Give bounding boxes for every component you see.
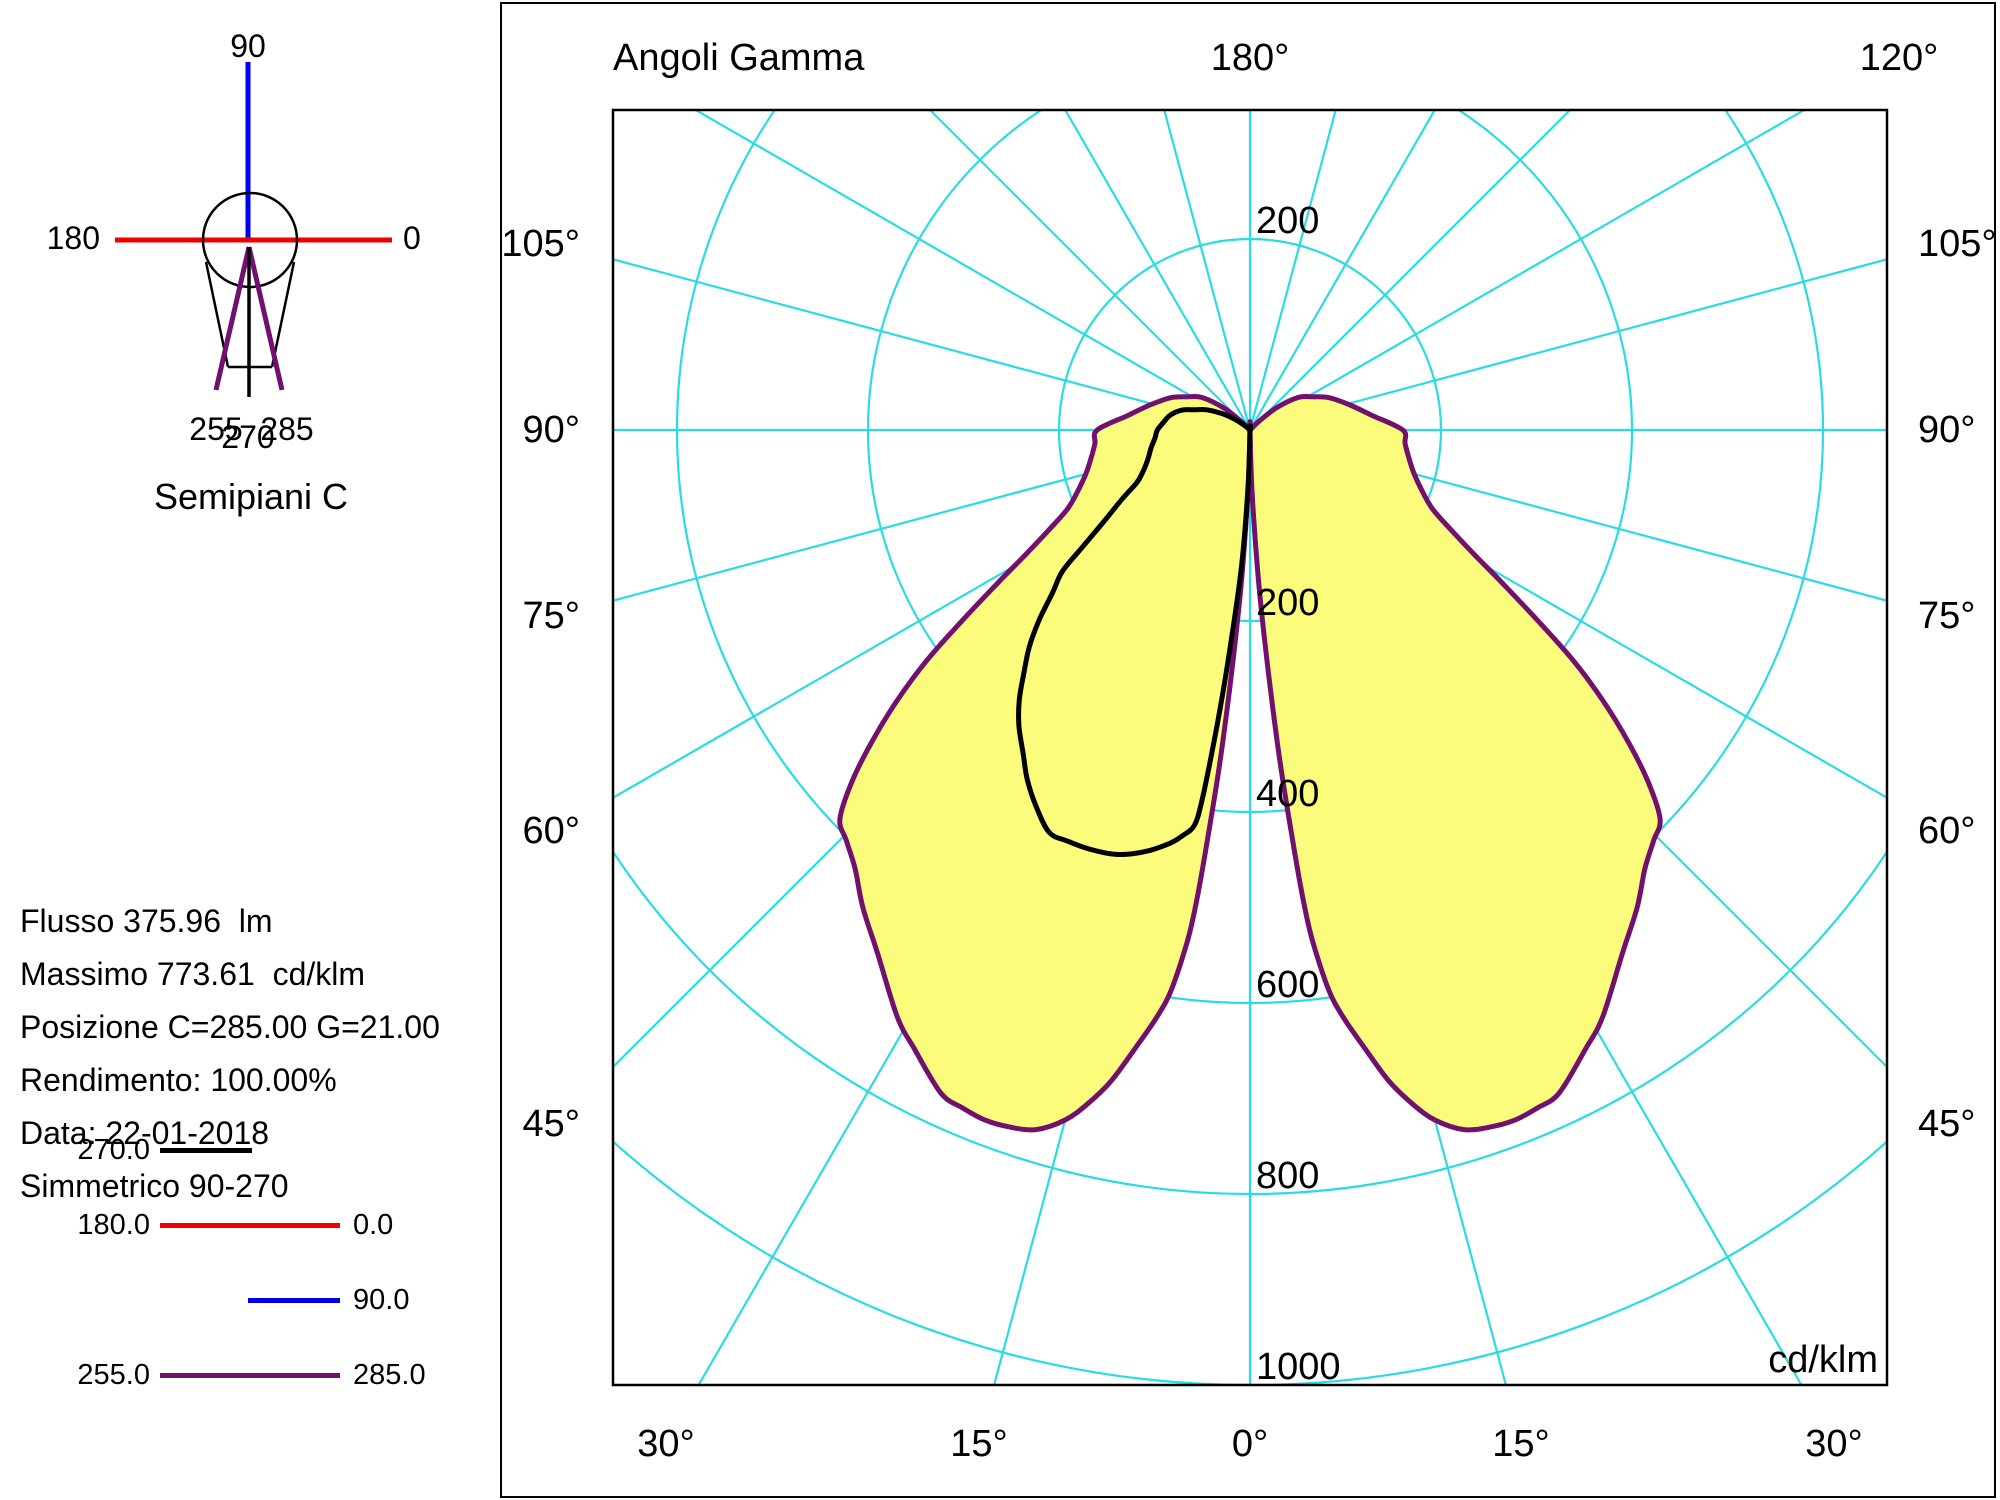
info-rendimento: Rendimento: 100.00% bbox=[20, 1062, 337, 1098]
radial-value-label: 200 bbox=[1256, 582, 1319, 624]
lamp-right-label: 0 bbox=[403, 220, 421, 256]
gamma-angle-label-left: 75° bbox=[523, 595, 580, 637]
radial-value-label: 200 bbox=[1256, 200, 1319, 242]
legend-270-line bbox=[160, 1148, 252, 1153]
chart-panel-frame bbox=[500, 2, 1996, 1498]
gamma-angle-label-right: 75° bbox=[1918, 595, 1975, 637]
legend-0-label: 0.0 bbox=[353, 1209, 394, 1241]
legend-270-label: 270.0 bbox=[77, 1134, 150, 1166]
c285-axis-line bbox=[246, 246, 285, 391]
gamma-ray-150 bbox=[1249, 110, 1437, 431]
gamma-ray-225 bbox=[928, 110, 1251, 431]
gamma-angle-label-top: 120° bbox=[1860, 37, 1939, 79]
info-data: Data: 22-01-2018 bbox=[20, 1115, 270, 1151]
info-posizione: Posizione C=285.00 G=21.00 bbox=[20, 1009, 440, 1045]
intensity-curve-1 bbox=[1016, 407, 1254, 858]
gamma-angle-label-bottom: 15° bbox=[950, 1423, 1007, 1465]
sidebar: 90 180 0 255 270 285 Semipiani C 270.0 1… bbox=[0, 0, 500, 1500]
info-flusso: Flusso 375.96 lm bbox=[20, 903, 273, 939]
legend-255-label: 255.0 bbox=[77, 1359, 150, 1391]
gamma-ray-210 bbox=[1063, 110, 1251, 431]
legend-285-label: 285.0 bbox=[353, 1359, 426, 1391]
gamma-ray-240 bbox=[693, 110, 1251, 431]
legend-180-label: 180.0 bbox=[77, 1209, 150, 1241]
gamma-angle-label-left: 105° bbox=[501, 223, 580, 265]
gamma-ray-255 bbox=[613, 258, 1251, 432]
gamma-angle-label-bottom: 15° bbox=[1492, 1423, 1549, 1465]
gamma-ray-165 bbox=[1248, 110, 1337, 431]
legend-90-label: 90.0 bbox=[353, 1284, 410, 1316]
gamma-angle-label-right: 45° bbox=[1918, 1103, 1975, 1145]
radial-value-label: 600 bbox=[1256, 964, 1319, 1006]
gamma-angle-label-left: 45° bbox=[523, 1103, 580, 1145]
gamma-angle-label-left: 60° bbox=[523, 810, 580, 852]
lamp-top-label: 90 bbox=[230, 28, 266, 64]
gamma-angle-label-left: 90° bbox=[523, 409, 580, 451]
lamp-255-label: 255 bbox=[189, 411, 243, 447]
gamma-angle-label-top: 180° bbox=[1211, 37, 1290, 79]
info-simmetrico: Simmetrico 90-270 bbox=[20, 1168, 289, 1204]
photometry-info-block: Flusso 375.96 lm Massimo 773.61 cd/klm P… bbox=[20, 903, 490, 1204]
radial-value-label: 1000 bbox=[1256, 1346, 1341, 1388]
gamma-angle-label-right: 105° bbox=[1918, 223, 1997, 265]
gamma-angle-label-bottom: 0° bbox=[1232, 1423, 1268, 1465]
gamma-ray-195 bbox=[1163, 110, 1252, 431]
c-plane-legend: 270.0 180.0 0.0 90.0 255.0 285.0 bbox=[0, 560, 500, 1391]
unit-label: cd/klm bbox=[1768, 1339, 1878, 1381]
gamma-ray-135 bbox=[1249, 110, 1572, 431]
gamma-ray-285 bbox=[613, 428, 1251, 602]
gamma-angle-label-right: 90° bbox=[1918, 409, 1975, 451]
lamp-270-label: 270 bbox=[221, 419, 275, 455]
radial-value-label: 400 bbox=[1256, 773, 1319, 815]
gamma-ray-120 bbox=[1249, 110, 1807, 431]
gamma-angle-label-right: 60° bbox=[1918, 810, 1975, 852]
gamma-angle-label-bottom: 30° bbox=[1805, 1423, 1862, 1465]
info-massimo: Massimo 773.61 cd/klm bbox=[20, 956, 366, 992]
intensity-curves bbox=[837, 393, 1663, 1133]
legend-255-285-line bbox=[160, 1373, 340, 1378]
legend-90-line bbox=[248, 1298, 340, 1303]
c255-axis-line bbox=[213, 246, 252, 391]
lamp-left-label: 180 bbox=[46, 220, 100, 256]
chart-labels: Angoli Gamma 180° 120° 105° 90° 75° 60° 45° 105°… bbox=[501, 37, 1996, 1465]
lamp-285-label: 285 bbox=[260, 411, 314, 447]
plot-box bbox=[611, 108, 1889, 1387]
semiplanes-caption: Semipiani C bbox=[153, 476, 349, 517]
gamma-ray-75 bbox=[1249, 428, 1887, 602]
chart-title: Angoli Gamma bbox=[613, 37, 865, 79]
gamma-angle-label-bottom: 30° bbox=[637, 1423, 694, 1465]
radial-value-label: 800 bbox=[1256, 1155, 1319, 1197]
luminaire-orientation-icon bbox=[115, 62, 392, 397]
legend-180-0-line bbox=[160, 1223, 340, 1228]
gamma-ray-105 bbox=[1249, 258, 1887, 432]
